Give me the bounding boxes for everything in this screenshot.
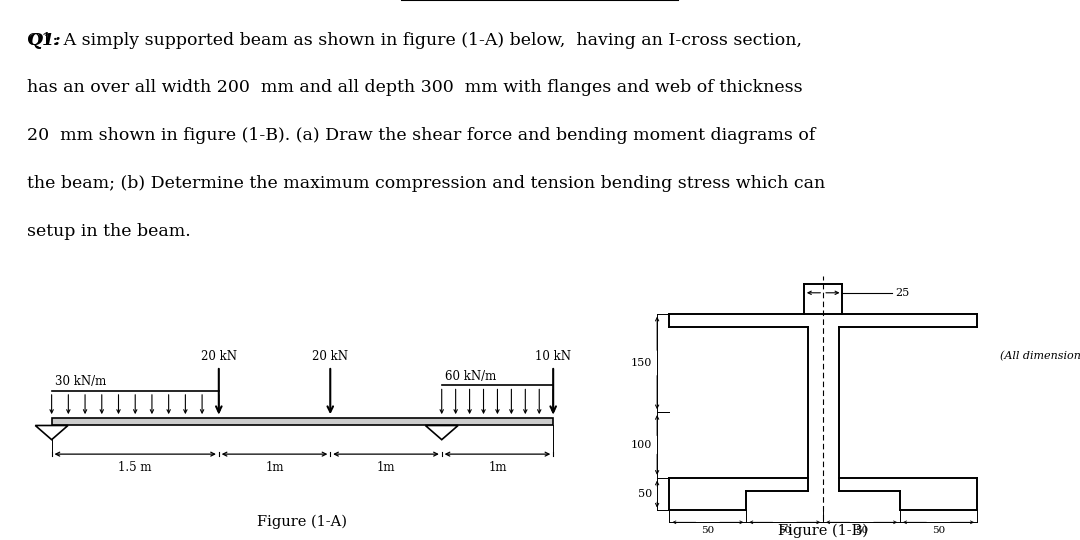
Text: 20 kN: 20 kN: [312, 350, 348, 363]
Text: 100: 100: [631, 440, 652, 450]
Text: the beam; (b) Determine the maximum compression and tension bending stress which: the beam; (b) Determine the maximum comp…: [27, 176, 825, 192]
Text: 50: 50: [638, 489, 652, 499]
Text: 50: 50: [932, 525, 945, 535]
Text: 1m: 1m: [488, 461, 507, 474]
Text: setup in the beam.: setup in the beam.: [27, 224, 190, 240]
Text: 150: 150: [631, 358, 652, 368]
Text: 25: 25: [895, 288, 909, 298]
Text: (All dimensions in mm): (All dimensions in mm): [1000, 351, 1080, 362]
Text: 1m: 1m: [266, 461, 284, 474]
Text: 50: 50: [778, 525, 792, 535]
Text: 1.5 m: 1.5 m: [119, 461, 152, 474]
Text: 50: 50: [701, 525, 715, 535]
Text: Q1: A simply supported beam as shown in figure (1-A) below,  having an I-cross s: Q1: A simply supported beam as shown in …: [27, 31, 801, 49]
Text: 60 kN/m: 60 kN/m: [445, 370, 496, 383]
Text: 1m: 1m: [377, 461, 395, 474]
Text: 10 kN: 10 kN: [536, 350, 571, 363]
Text: 30 kN/m: 30 kN/m: [55, 375, 106, 388]
Polygon shape: [426, 426, 458, 440]
Text: Figure (1-A): Figure (1-A): [257, 515, 348, 529]
Bar: [52, 418, 553, 426]
Text: 20  mm shown in figure (1-B). (a) Draw the shear force and bending moment diagra: 20 mm shown in figure (1-B). (a) Draw th…: [27, 127, 815, 144]
Polygon shape: [36, 426, 68, 440]
Text: 20 kN: 20 kN: [201, 350, 237, 363]
Text: has an over all width 200  mm and all depth 300  mm with flanges and web of thic: has an over all width 200 mm and all dep…: [27, 79, 802, 97]
Text: Figure (1-B): Figure (1-B): [779, 524, 868, 538]
Text: 50: 50: [855, 525, 868, 535]
Text: Q1:: Q1:: [27, 31, 60, 49]
